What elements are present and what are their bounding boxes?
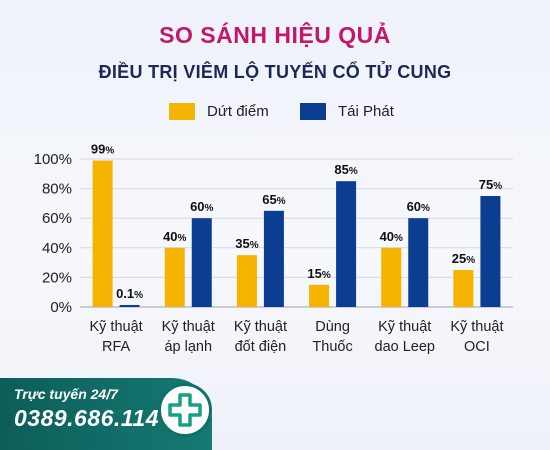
x-tick-label: OCI (464, 339, 490, 355)
x-tick-label: Kỹ thuật (450, 319, 503, 335)
contact-label: Trực tuyến 24/7 (14, 386, 118, 402)
x-tick-label: đốt điện (235, 339, 287, 355)
medical-cross-icon (158, 383, 212, 437)
legend-item-series2: Tái Phát (300, 103, 394, 120)
data-label: 25% (452, 251, 475, 266)
x-tick-label: Kỹ thuật (162, 319, 215, 335)
bar-series1 (164, 247, 185, 307)
bar-series1 (236, 255, 257, 307)
bar-series2 (408, 218, 429, 307)
bar-series2 (336, 181, 357, 307)
x-tick-label: Kỹ thuật (89, 319, 142, 335)
legend-swatch-series2 (300, 103, 326, 120)
x-tick-label: RFA (102, 339, 131, 355)
hotline-number[interactable]: 0389.686.114 (14, 405, 159, 431)
y-tick-label: 20% (42, 269, 72, 286)
data-label: 35% (235, 236, 258, 251)
x-tick-label: Thuốc (312, 339, 352, 355)
x-tick-label: dao Leep (375, 339, 435, 355)
y-tick-label: 100% (34, 151, 72, 168)
data-label: 60% (190, 199, 213, 214)
data-label: 60% (407, 199, 430, 214)
data-label: 40% (380, 229, 403, 244)
y-tick-label: 60% (42, 210, 72, 227)
bar-series2 (119, 305, 140, 307)
data-label: 15% (307, 266, 330, 281)
bar-series2 (263, 210, 284, 307)
legend-label-series1: Dứt điểm (207, 103, 269, 120)
bar-series2 (191, 218, 212, 307)
data-label: 85% (334, 162, 357, 177)
bar-series1 (92, 160, 113, 307)
data-label: 40% (163, 229, 186, 244)
y-tick-label: 80% (42, 181, 72, 198)
legend-label-series2: Tái Phát (338, 103, 394, 120)
y-tick-label: 0% (50, 299, 72, 316)
x-tick-label: áp lạnh (164, 339, 212, 355)
x-tick-label: Kỹ thuật (234, 319, 287, 335)
bar-chart: 0% 20% 40% 60% 80% 100% 99% 0.1% Kỹ thuật RFA 40% 6… (34, 141, 513, 355)
legend-item-series1: Dứt điểm (169, 103, 269, 120)
y-tick-label: 40% (42, 240, 72, 257)
legend: Dứt điểm Tái Phát (0, 103, 550, 123)
bar-series2 (480, 196, 501, 307)
x-tick-label: Kỹ thuật (378, 319, 431, 335)
bar-series1 (309, 284, 330, 307)
data-label: 0.1% (116, 286, 143, 301)
chart-title: SO SÁNH HIỆU QUẢ (159, 22, 391, 48)
data-label: 99% (91, 141, 114, 156)
data-label: 75% (479, 177, 502, 192)
chart-subtitle: ĐIỀU TRỊ VIÊM LỘ TUYẾN CỔ TỬ CUNG (98, 62, 452, 82)
x-tick-label: Dùng (315, 319, 350, 335)
bar-series1 (453, 270, 474, 307)
bar-series1 (381, 247, 402, 307)
legend-swatch-series1 (169, 103, 195, 120)
data-label: 65% (262, 192, 285, 207)
